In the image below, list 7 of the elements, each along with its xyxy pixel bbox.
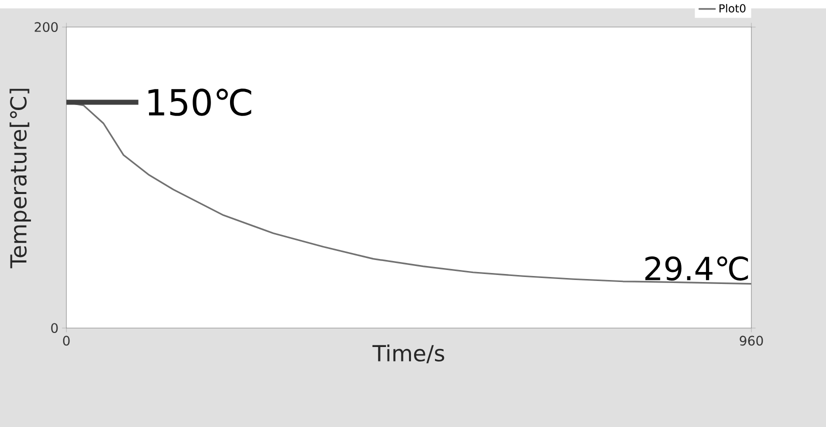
legend-label: Plot0 (720, 4, 746, 12)
x-axis-title: Time/s (372, 344, 444, 364)
annotation: 150℃ (148, 88, 252, 116)
annotation: 29.4℃ (645, 256, 748, 280)
x-tick-label: 960 (740, 336, 763, 346)
y-tick-label: 200 (34, 22, 58, 32)
y-axis-title: Temperature[℃] (10, 88, 31, 268)
